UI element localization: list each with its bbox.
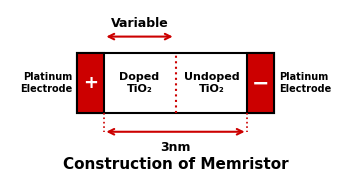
Text: Variable: Variable xyxy=(111,17,168,30)
Text: Platinum
Electrode: Platinum Electrode xyxy=(279,72,331,94)
Text: Platinum
Electrode: Platinum Electrode xyxy=(20,72,72,94)
Text: −: − xyxy=(252,73,269,93)
Bar xyxy=(247,53,274,113)
Text: Undoped
TiO₂: Undoped TiO₂ xyxy=(184,72,239,94)
Bar xyxy=(77,53,104,113)
Text: Doped
TiO₂: Doped TiO₂ xyxy=(119,72,160,94)
Bar xyxy=(77,53,274,113)
Text: +: + xyxy=(83,74,98,92)
Text: 3nm: 3nm xyxy=(160,141,191,154)
Text: Construction of Memristor: Construction of Memristor xyxy=(63,157,288,172)
